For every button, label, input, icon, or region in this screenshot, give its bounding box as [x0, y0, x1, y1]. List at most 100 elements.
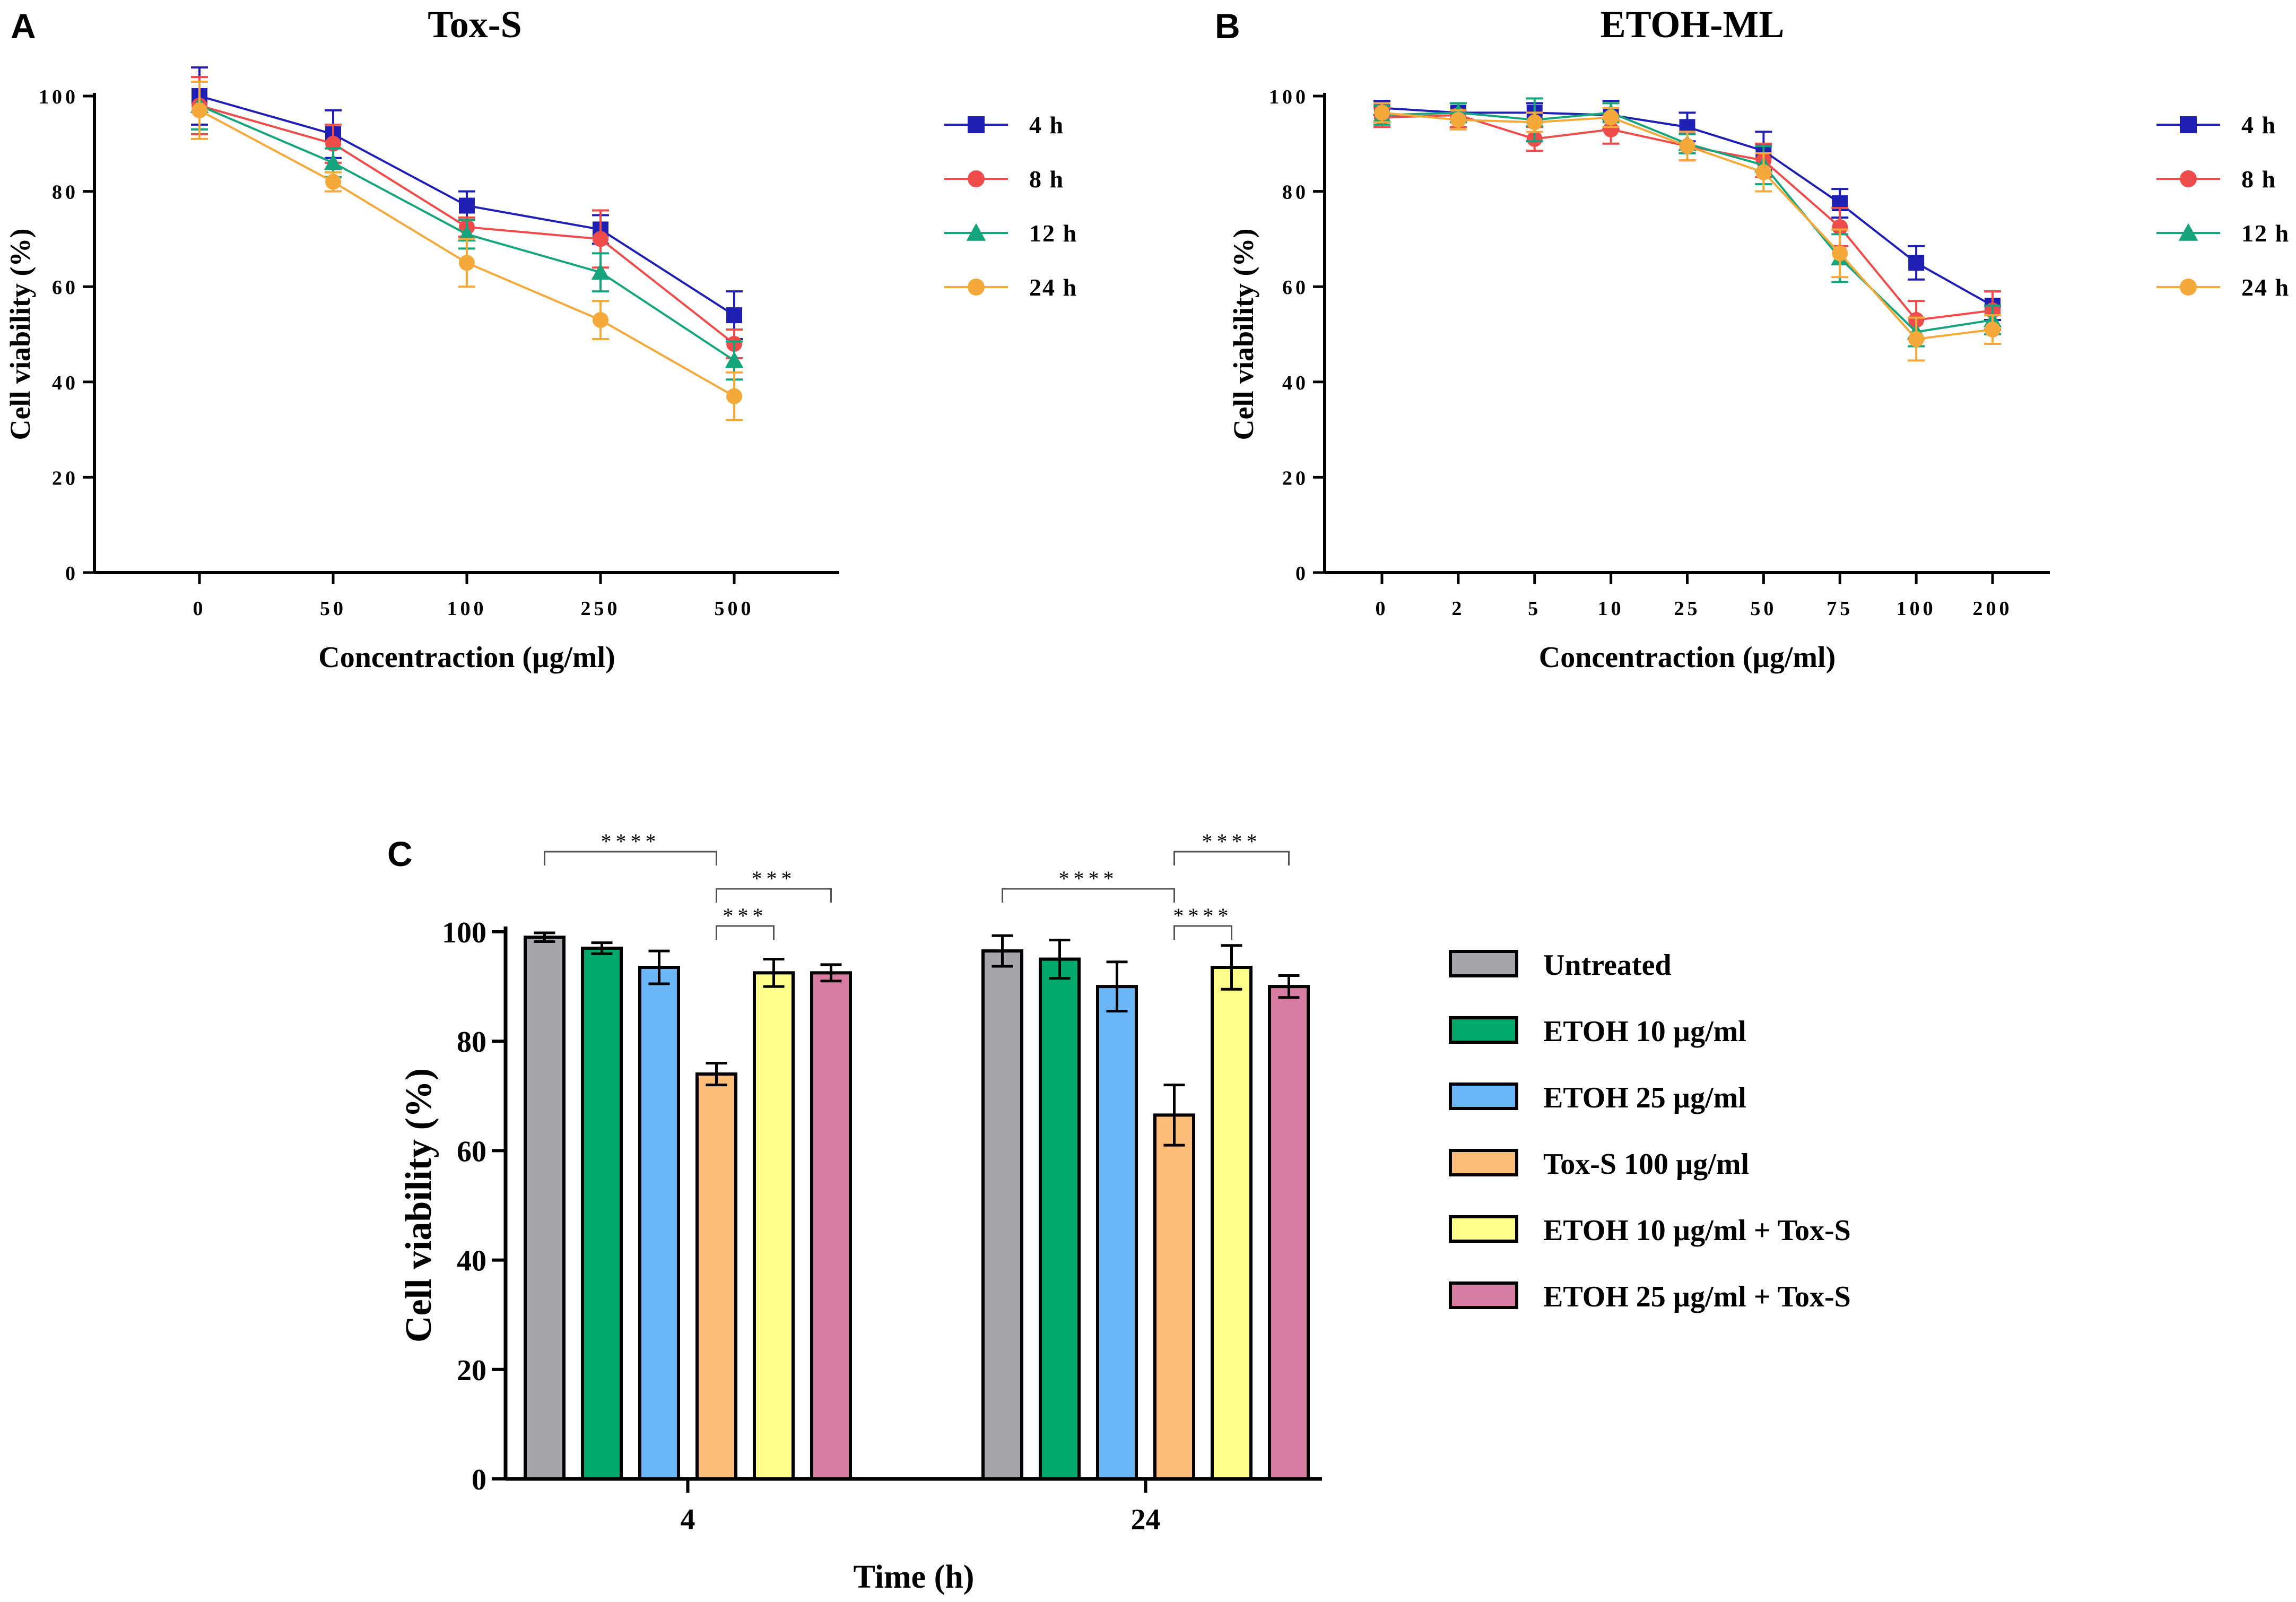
data-point: [593, 312, 608, 328]
data-point: [1832, 219, 1848, 235]
x-tick-label: 24: [1131, 1503, 1161, 1536]
data-point: [457, 225, 476, 242]
data-point: [725, 351, 744, 368]
legend-label: 4 h: [2241, 111, 2276, 138]
y-tick-label: 20: [52, 467, 79, 489]
data-point: [1755, 164, 1772, 180]
x-axis-label: Concentraction (µg/ml): [1539, 641, 1836, 674]
data-point: [1985, 322, 2001, 338]
bar: [524, 936, 566, 1481]
chart-title: ETOH-ML: [1601, 3, 1785, 46]
data-point: [459, 197, 475, 214]
data-point: [192, 102, 207, 118]
legend-label: 4 h: [1029, 111, 1064, 138]
legend-marker: [2180, 170, 2197, 187]
significance-bracket: ****: [1173, 904, 1233, 940]
legend-item-etoh-10-g-ml: ETOH 10 µg/ml: [1449, 1015, 1746, 1048]
bracket-line: [544, 851, 717, 865]
legend-marker: [966, 223, 986, 241]
y-tick-label: 80: [52, 181, 79, 204]
bracket-line: [1173, 925, 1232, 940]
y-axis-label: Cell viability (%): [1228, 229, 1259, 440]
bar: [638, 966, 680, 1480]
y-tick-label: 40: [1282, 372, 1309, 394]
bar: [1153, 1113, 1195, 1480]
x-tick-label: 0: [193, 597, 206, 620]
legend-label: ETOH 25 µg/ml + Tox-S: [1543, 1280, 1851, 1313]
legend-marker: [2180, 116, 2197, 133]
legend-label: Tox-S 100 µg/ml: [1543, 1148, 1749, 1181]
significance-bracket: ***: [716, 867, 832, 903]
chart-title: Tox-S: [428, 3, 521, 46]
x-tick-label: 10: [1598, 597, 1624, 620]
chart-c-bar: 0 20 40 60 80 100 Cell viability (%) Time (h) 4 2…: [398, 829, 1851, 1595]
bar: [1211, 966, 1253, 1480]
significance-label: ****: [1202, 829, 1262, 853]
legend-label: ETOH 10 µg/ml + Tox-S: [1543, 1214, 1851, 1247]
legend-swatch: [1449, 1215, 1518, 1243]
bar: [581, 946, 623, 1481]
significance-bracket: ****: [1173, 829, 1290, 865]
y-tick-label: 100: [39, 86, 79, 108]
y-tick-label: 20: [457, 1354, 486, 1387]
series-8-h: [191, 76, 743, 359]
y-tick-label: 0: [1295, 562, 1309, 585]
x-tick-label: 75: [1827, 597, 1853, 620]
bar: [1096, 985, 1138, 1480]
y-tick-label: 100: [442, 916, 486, 949]
data-point: [1374, 105, 1390, 121]
data-point: [1603, 109, 1619, 126]
bar: [1039, 957, 1081, 1481]
legend-item-4-h: 4 h: [944, 111, 1064, 138]
x-tick-label: 500: [715, 597, 754, 620]
data-point: [593, 231, 608, 247]
x-tick-label: 0: [1376, 597, 1389, 620]
legend-marker: [2178, 223, 2198, 241]
legend-item-4-h: 4 h: [2156, 111, 2276, 138]
legend-swatch: [1449, 950, 1518, 977]
x-tick-label: 50: [320, 597, 346, 620]
data-point: [459, 255, 475, 271]
y-tick-label: 40: [52, 372, 79, 394]
x-axis-label: Concentraction (µg/ml): [318, 641, 615, 674]
data-point: [1603, 121, 1619, 137]
legend-label: Untreated: [1543, 949, 1672, 982]
y-tick-label: 80: [457, 1026, 486, 1059]
chart-a-tox-s: Tox-S 0 20 40 60 80 100 0 50 100 250 500 Concentract…: [4, 3, 1077, 674]
legend-item-12-h: 12 h: [944, 220, 1076, 247]
bar: [1268, 985, 1310, 1480]
bracket-line: [716, 888, 832, 903]
legend-label: 8 h: [2241, 166, 2276, 193]
legend-swatch: [1449, 1083, 1518, 1110]
series-etoh-25-g-ml-tox-s: [810, 963, 1310, 1480]
bracket-line: [1002, 888, 1175, 903]
significance-bracket: ***: [716, 904, 775, 940]
x-tick-label: 25: [1674, 597, 1701, 620]
legend-marker: [968, 116, 985, 133]
significance-label: ****: [1173, 904, 1233, 928]
significance-label: ***: [723, 904, 768, 928]
y-tick-label: 40: [457, 1245, 486, 1278]
legend-swatch: [1449, 1281, 1518, 1309]
bar: [695, 1072, 737, 1481]
legend-label: 24 h: [1029, 274, 1077, 301]
x-tick-label: 250: [581, 597, 621, 620]
legend-marker: [2180, 279, 2197, 296]
x-tick-label: 100: [1897, 597, 1936, 620]
legend-item-untreated: Untreated: [1449, 949, 1672, 982]
series-24-h: [1373, 102, 2001, 362]
significance-label: ****: [601, 829, 660, 853]
bracket-line: [1173, 851, 1290, 865]
x-tick-label: 5: [1528, 597, 1541, 620]
x-tick-label: 4: [681, 1503, 695, 1536]
data-point: [324, 153, 343, 170]
y-tick-label: 60: [1282, 276, 1309, 299]
legend-label: ETOH 10 µg/ml: [1543, 1015, 1746, 1048]
data-point: [1832, 245, 1848, 262]
legend-marker: [968, 170, 985, 187]
series-untreated: [524, 931, 1023, 1481]
significance-bracket: ****: [1002, 867, 1175, 903]
legend-item-etoh-25-g-ml-tox-s: ETOH 25 µg/ml + Tox-S: [1449, 1280, 1851, 1313]
y-tick-label: 60: [52, 276, 79, 299]
y-tick-label: 0: [472, 1464, 486, 1496]
